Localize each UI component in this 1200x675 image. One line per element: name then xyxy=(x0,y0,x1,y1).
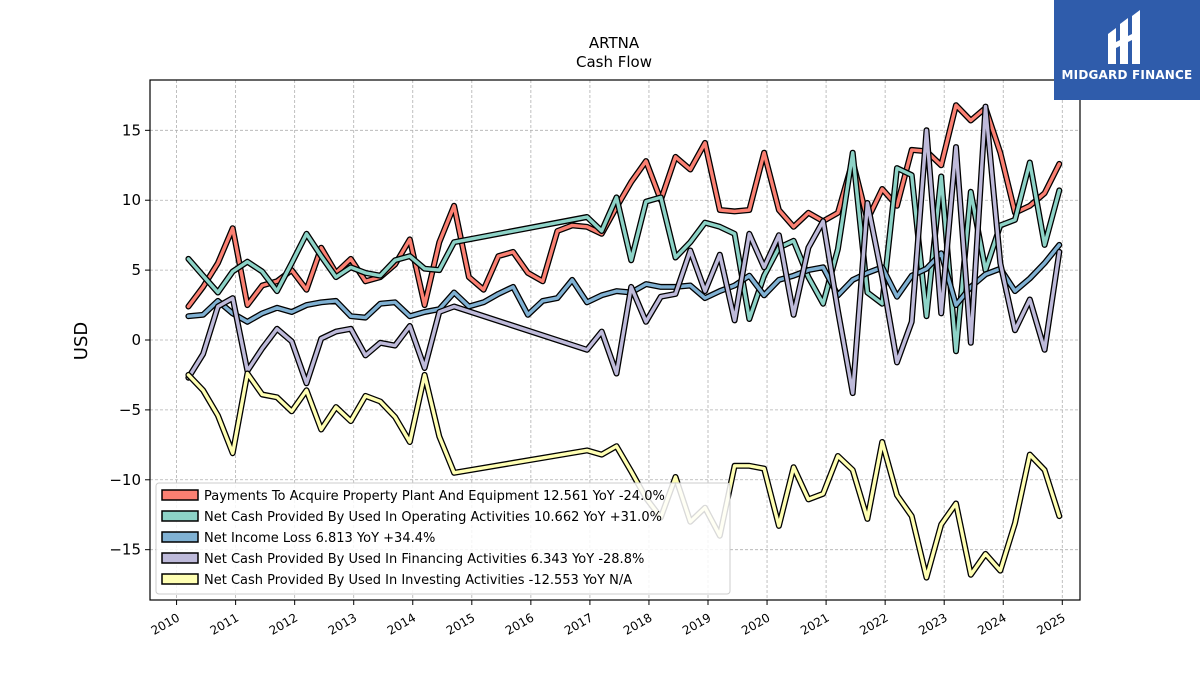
legend-label: Net Cash Provided By Used In Investing A… xyxy=(204,573,632,588)
y-tick-label: 0 xyxy=(131,331,141,349)
brand-name: MIDGARD FINANCE xyxy=(1061,68,1193,82)
y-axis: −15 −10 −5 0 5 10 15 xyxy=(109,121,150,559)
legend-label: Net Cash Provided By Used In Financing A… xyxy=(204,552,644,567)
x-tick-label: 2016 xyxy=(503,610,536,637)
x-tick-label: 2012 xyxy=(267,610,300,637)
y-tick-label: −15 xyxy=(109,541,141,559)
brand-logo: MIDGARD FINANCE xyxy=(1054,0,1200,100)
x-tick-label: 2020 xyxy=(739,610,772,637)
y-axis-label: USD xyxy=(71,322,92,360)
legend-swatch xyxy=(161,489,199,501)
x-axis: 2010 2011 2012 2013 2014 2015 2016 2017 2018 2019… xyxy=(149,600,1068,638)
chart-subtitle: Cash Flow xyxy=(576,53,652,71)
brand-mark-icon xyxy=(1108,10,1140,64)
x-tick-label: 2010 xyxy=(149,610,182,637)
legend-swatch xyxy=(161,531,199,543)
y-tick-label: −10 xyxy=(109,471,141,489)
x-tick-label: 2025 xyxy=(1034,610,1067,637)
y-tick-label: 15 xyxy=(122,121,141,139)
x-tick-label: 2019 xyxy=(680,610,713,637)
x-tick-label: 2017 xyxy=(562,610,595,637)
series-line xyxy=(186,104,1062,395)
x-tick-label: 2014 xyxy=(385,610,418,637)
x-tick-label: 2024 xyxy=(975,610,1008,637)
x-tick-label: 2023 xyxy=(916,610,949,637)
legend-swatch xyxy=(161,552,199,564)
x-tick-label: 2015 xyxy=(444,610,477,637)
x-tick-label: 2013 xyxy=(326,610,359,637)
legend-box xyxy=(155,482,731,595)
x-tick-label: 2011 xyxy=(208,610,241,637)
legend-label: Net Income Loss 6.813 YoY +34.4% xyxy=(204,531,435,546)
legend: Payments To Acquire Property Plant And E… xyxy=(155,482,731,595)
x-tick-label: 2018 xyxy=(621,610,654,637)
legend-swatch xyxy=(161,573,199,585)
y-tick-label: −5 xyxy=(119,401,141,419)
legend-swatch xyxy=(161,510,199,522)
legend-label: Net Cash Provided By Used In Operating A… xyxy=(204,510,662,525)
chart-title: ARTNA xyxy=(589,34,640,52)
legend-label: Payments To Acquire Property Plant And E… xyxy=(204,489,665,504)
y-tick-label: 10 xyxy=(122,191,141,209)
x-tick-label: 2021 xyxy=(798,610,831,637)
y-tick-label: 5 xyxy=(131,261,141,279)
series-3 xyxy=(185,103,1063,397)
x-tick-label: 2022 xyxy=(857,610,890,637)
